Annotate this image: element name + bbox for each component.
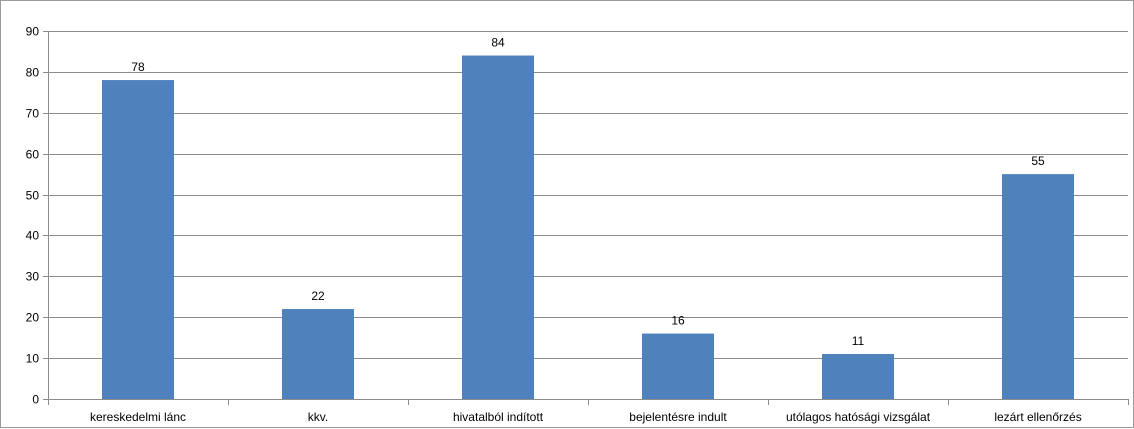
data-label: 84 (491, 36, 505, 50)
data-label: 55 (1031, 154, 1045, 168)
y-tick-label: 60 (26, 148, 40, 162)
y-tick-label: 10 (26, 352, 40, 366)
axes (43, 31, 1129, 405)
y-tick-label: 20 (26, 311, 40, 325)
y-tick-label: 40 (26, 229, 40, 243)
bar (102, 80, 174, 400)
labels: 0 10 20 30 40 50 60 70 80 90 78 kereskedelmi lánc 22… (26, 25, 1082, 425)
bar (282, 309, 354, 399)
data-label: 78 (131, 60, 145, 74)
gridlines (48, 31, 1128, 359)
y-tick-label: 80 (26, 66, 40, 80)
bars (102, 55, 1074, 400)
x-category-label: lezárt ellenőrzés (994, 410, 1081, 424)
y-tick-label: 0 (32, 393, 39, 407)
x-category-label: kkv. (308, 410, 328, 424)
data-label: 11 (852, 334, 865, 348)
data-label: 16 (671, 314, 685, 328)
x-category-label: bejelentésre indult (629, 410, 727, 424)
bar (822, 354, 894, 399)
x-category-label: utólagos hatósági vizsgálat (786, 410, 931, 424)
y-tick-label: 50 (26, 189, 40, 203)
bar (642, 333, 714, 399)
data-label: 22 (311, 289, 325, 303)
x-category-label: hivatalból indított (453, 410, 544, 424)
y-tick-label: 90 (26, 25, 40, 39)
y-tick-label: 70 (26, 107, 40, 121)
bar (1002, 174, 1074, 399)
bar (462, 55, 534, 400)
y-tick-label: 30 (26, 270, 40, 284)
x-category-label: kereskedelmi lánc (90, 410, 186, 424)
